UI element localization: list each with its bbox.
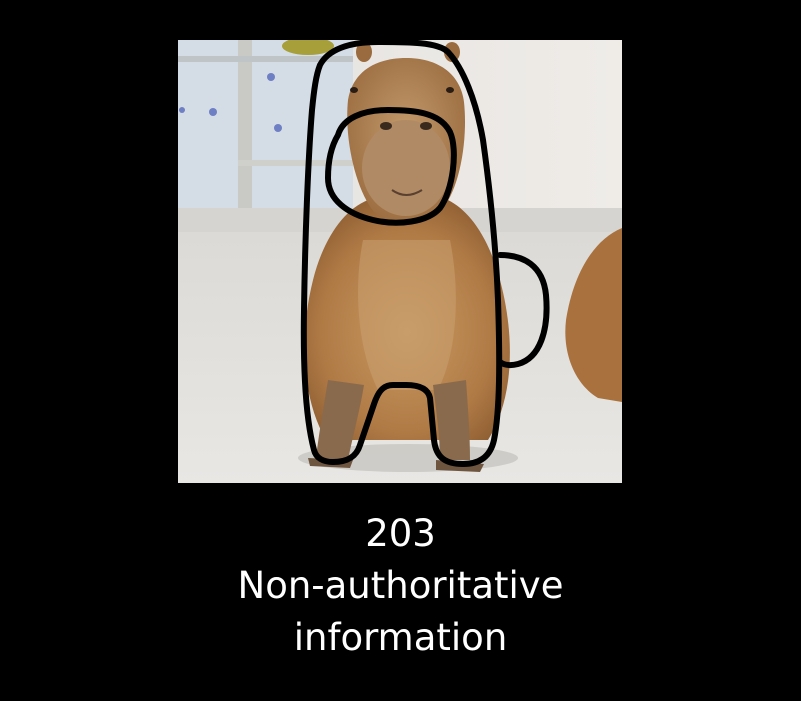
capybara-photo [178,40,622,483]
crewmate-backpack-outline [497,252,550,369]
wall-dot [274,124,282,132]
crewmate-visor-outline [325,107,457,226]
capybara-chest [358,240,456,390]
status-text-line-1: Non-authoritative [237,564,564,607]
shelf-bar-lower [238,160,353,166]
capybara-eye-right [446,87,454,93]
crewmate-body-outline [300,40,503,467]
wall-dot [209,108,217,116]
status-text-line-2: information [293,616,508,659]
capybara-ear-left [356,42,372,62]
capybara-right-leg [433,380,470,460]
capybara-left-leg [316,380,364,460]
capybara-mouth [391,189,423,196]
window-panel [178,40,353,220]
shelf-post [238,40,252,235]
second-capybara [565,228,622,402]
capybara-nostril-left [380,122,392,130]
green-object [282,40,334,55]
capybara-illustration [178,40,622,483]
capybara-nostril-right [420,122,432,130]
wall-dot [179,107,185,113]
capybara-eye-left [350,87,358,93]
status-code: 203 [365,512,436,555]
shelf-bar [178,56,353,62]
caption: 203 Non-authoritative information [0,508,801,664]
wall-dot [267,73,275,81]
capybara-snout [362,120,450,216]
